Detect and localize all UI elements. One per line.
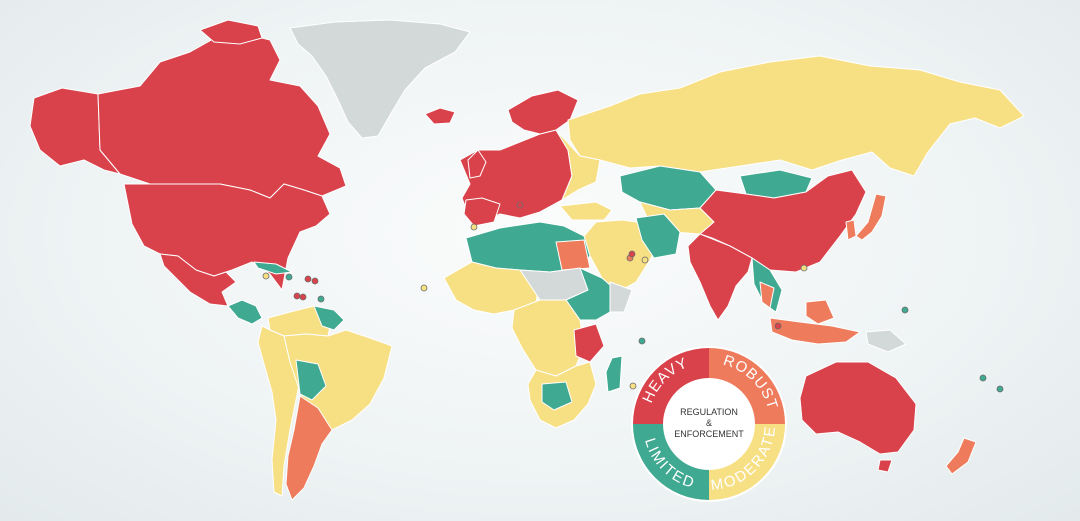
land-layer [29, 19, 1025, 501]
legend-segment-robust[interactable] [709, 348, 785, 424]
region-thailand [759, 281, 775, 309]
region-tanzania [573, 323, 605, 363]
region-iberia [463, 197, 501, 227]
legend-center-line3: ENFORCEMENT [674, 429, 744, 439]
region-korea [845, 219, 857, 241]
legend-segment-limited[interactable] [633, 424, 709, 500]
region-eastern-europe [555, 129, 601, 201]
territory-dot [979, 374, 987, 382]
territory-dot [800, 264, 808, 272]
territory-dot [293, 292, 301, 300]
region-horn [609, 281, 633, 313]
territory-dot [420, 284, 428, 292]
territory-dot [774, 322, 782, 330]
region-central-america [227, 299, 263, 325]
region-china [699, 169, 867, 273]
legend-segment-heavy[interactable] [633, 348, 709, 424]
region-uk [467, 149, 487, 179]
territory-dot [470, 223, 478, 231]
region-bolivia [295, 359, 327, 401]
region-mexico [159, 253, 237, 307]
small-territory-dots [262, 201, 1004, 393]
territory-dot [317, 295, 325, 303]
region-india [687, 233, 753, 321]
region-australia [799, 361, 917, 455]
legend-segment-moderate[interactable] [709, 424, 785, 500]
territory-dot [285, 273, 293, 281]
region-japan [855, 193, 887, 241]
region-borneo [805, 299, 835, 325]
region-kazakhstan [619, 165, 717, 211]
region-guiana [313, 305, 345, 331]
legend-center [664, 379, 754, 469]
region-east-africa [565, 267, 619, 321]
region-madagascar [605, 355, 623, 393]
territory-dot [299, 293, 307, 301]
region-egypt [555, 239, 591, 271]
region-russia [567, 55, 1025, 177]
region-central-africa [511, 299, 585, 377]
region-cuba [253, 261, 293, 275]
region-turkey [559, 201, 613, 221]
region-indonesia [769, 317, 861, 345]
region-canada [97, 33, 347, 199]
region-new-zealand [945, 437, 977, 475]
territory-dot [901, 306, 909, 314]
territory-dot [304, 275, 312, 283]
region-argentina [285, 395, 333, 501]
region-canada-arctic [199, 19, 263, 45]
territory-dot [516, 201, 524, 209]
territory-dot [638, 337, 646, 345]
region-botswana [541, 381, 573, 411]
region-scandinavia [507, 89, 579, 135]
legend-center-line2: & [706, 418, 712, 428]
territory-dot [311, 277, 319, 285]
region-iran [635, 213, 681, 259]
territory-dot [641, 256, 649, 264]
territory-dot [262, 272, 270, 280]
region-greenland [289, 19, 471, 139]
territory-dot [629, 382, 637, 390]
legend-center-line1: REGULATION [680, 407, 738, 417]
regulation-legend: HEAVY ROBUST LIMITED MODERATE REGULATION… [631, 346, 787, 502]
region-png [865, 329, 907, 353]
region-iceland [424, 107, 456, 125]
region-alaska [29, 87, 121, 175]
territory-dot [996, 385, 1004, 393]
region-tasmania [877, 459, 893, 473]
territory-dot [628, 250, 636, 258]
